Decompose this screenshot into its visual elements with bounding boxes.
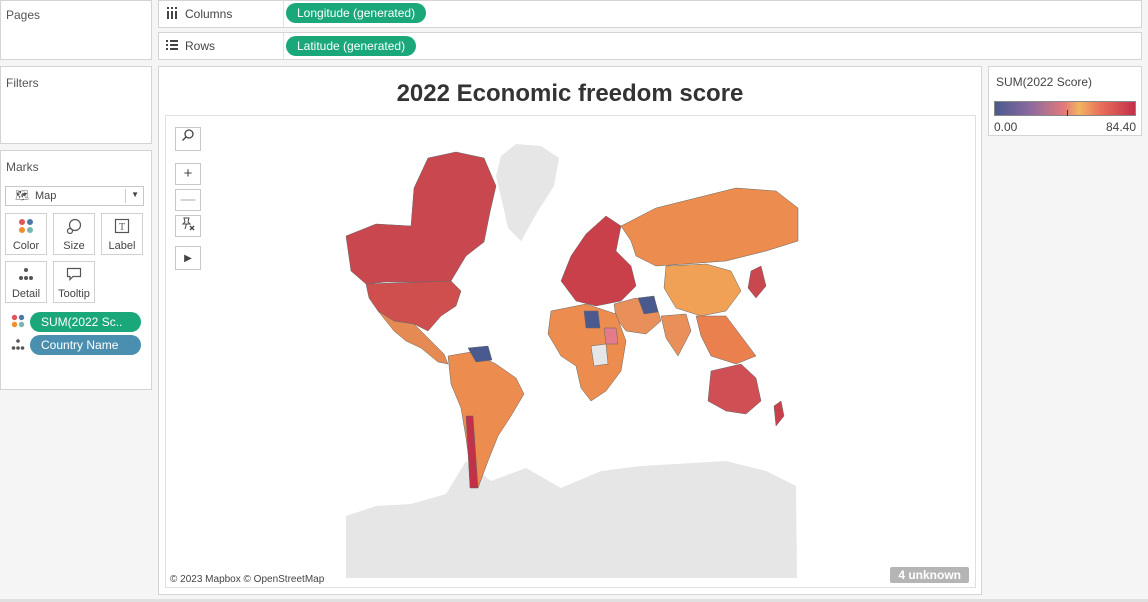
color-dots-icon xyxy=(6,218,46,240)
svg-text:T: T xyxy=(119,222,125,233)
size-label: Size xyxy=(63,240,85,252)
columns-shelf-label: Columns xyxy=(159,1,284,27)
venezuela-shape xyxy=(467,345,493,363)
mexico-shape xyxy=(377,310,449,365)
search-icon xyxy=(181,129,195,146)
color-label: Color xyxy=(12,240,40,252)
europe-shape xyxy=(560,215,637,307)
filters-pane[interactable]: Filters xyxy=(0,66,152,144)
mark-type-dropdown[interactable]: 🗺 Map ▼ xyxy=(5,186,144,206)
tooltip-icon xyxy=(54,266,94,288)
south-america-shape xyxy=(447,351,525,489)
rows-label: Rows xyxy=(185,39,216,53)
rows-icon xyxy=(166,39,178,54)
detail-dots-icon xyxy=(6,266,46,288)
iran-shape xyxy=(637,295,659,315)
map-mark-icon: 🗺 xyxy=(15,190,29,202)
worksheet-view: 2022 Economic freedom score xyxy=(158,66,982,595)
status-bar xyxy=(0,599,1148,602)
detail-field-pill[interactable]: Country Name xyxy=(30,335,141,355)
columns-shelf[interactable]: Columns Longitude (generated) xyxy=(158,0,1142,28)
legend-min: 0.00 xyxy=(994,120,1018,134)
size-icon xyxy=(54,218,94,240)
canada-shape xyxy=(345,151,497,285)
tooltip-label: Tooltip xyxy=(58,288,90,300)
pages-pane: Pages xyxy=(0,0,152,60)
mark-type-value: Map xyxy=(35,190,57,202)
somalia-unknown-shape xyxy=(590,343,609,367)
chevron-down-icon: ▼ xyxy=(131,190,139,199)
new-zealand-shape xyxy=(773,400,785,427)
expand-toolbar-button[interactable]: ▶ xyxy=(175,246,201,270)
rows-shelf[interactable]: Rows Latitude (generated) xyxy=(158,32,1142,60)
sudan-shape xyxy=(603,327,619,345)
columns-icon xyxy=(166,7,178,22)
longitude-pill[interactable]: Longitude (generated) xyxy=(286,3,427,23)
search-map-button[interactable] xyxy=(175,127,201,151)
legend-max: 84.40 xyxy=(1105,120,1136,134)
map-attribution[interactable]: © 2023 Mapbox © OpenStreetMap xyxy=(170,574,325,585)
legend-title: SUM(2022 Score) xyxy=(996,75,1093,89)
latitude-pill[interactable]: Latitude (generated) xyxy=(286,36,417,56)
pin-map-button[interactable] xyxy=(175,215,201,237)
unknown-indicator[interactable]: 4 unknown xyxy=(890,567,969,583)
pin-map-icon xyxy=(180,217,196,236)
zoom-in-button[interactable]: + xyxy=(175,163,201,185)
antarctica-shape xyxy=(346,461,797,578)
australia-shape xyxy=(707,363,762,415)
greenland-shape xyxy=(496,144,559,241)
label-label: Label xyxy=(108,240,136,252)
detail-dots-icon xyxy=(11,338,25,355)
color-button[interactable]: Color xyxy=(5,213,47,255)
size-button[interactable]: Size xyxy=(53,213,95,255)
color-legend[interactable]: SUM(2022 Score) 0.00 84.40 xyxy=(988,66,1142,136)
view-title: 2022 Economic freedom score xyxy=(396,80,744,107)
color-field-pill[interactable]: SUM(2022 Sc.. xyxy=(30,312,141,332)
marks-title: Marks xyxy=(6,160,39,174)
rows-shelf-label: Rows xyxy=(159,33,284,59)
usa-shape xyxy=(365,280,462,332)
china-shape xyxy=(663,263,742,317)
japan-shape xyxy=(747,265,767,299)
tooltip-button[interactable]: Tooltip xyxy=(53,261,95,303)
label-button[interactable]: T Label xyxy=(101,213,143,255)
map-canvas[interactable]: + — ▶ © 2023 Mapbox © OpenStreetMap 4 un… xyxy=(165,115,976,588)
southeast-asia-shape xyxy=(695,315,757,365)
label-icon: T xyxy=(102,218,142,240)
expand-arrow-icon: ▶ xyxy=(184,253,192,264)
color-dots-icon xyxy=(11,314,25,331)
filters-title: Filters xyxy=(6,76,39,90)
chile-shape xyxy=(465,415,479,489)
detail-button[interactable]: Detail xyxy=(5,261,47,303)
pages-title: Pages xyxy=(6,8,41,22)
zoom-out-button[interactable]: — xyxy=(175,189,201,211)
russia-shape xyxy=(620,187,799,267)
zoom-out-icon: — xyxy=(180,191,196,208)
columns-label: Columns xyxy=(185,7,233,21)
india-shape xyxy=(660,313,692,357)
libya-shape xyxy=(583,310,601,329)
ramp-marker xyxy=(1067,110,1068,116)
zoom-in-icon: + xyxy=(183,165,193,182)
world-map[interactable] xyxy=(166,116,976,588)
dropdown-separator xyxy=(125,189,126,203)
detail-label: Detail xyxy=(11,288,41,300)
color-ramp xyxy=(994,101,1136,116)
